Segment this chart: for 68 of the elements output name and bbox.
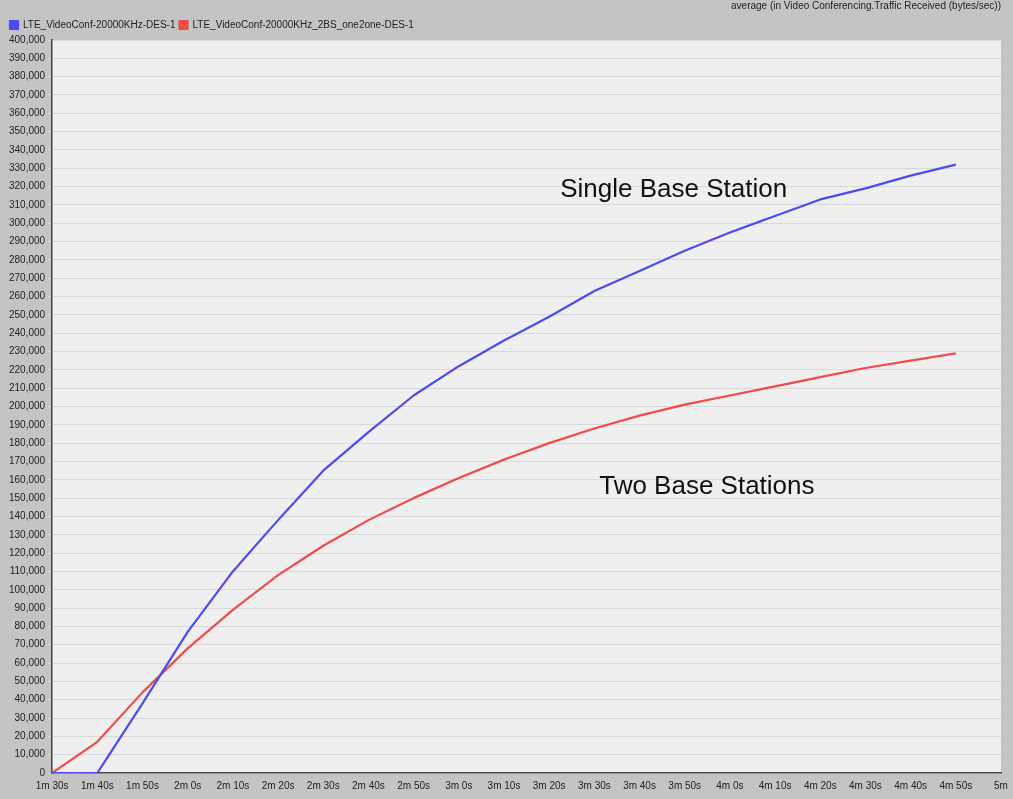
x-tick-label: 4m 0s bbox=[716, 779, 744, 791]
y-tick-label: 320,000 bbox=[8, 180, 46, 192]
chart-title: average (in Video Conferencing.Traffic Received (bytes/sec)) bbox=[731, 0, 1001, 11]
y-tick-label: 10,000 bbox=[14, 748, 46, 760]
legend-label: LTE_VideoConf-20000KHz_2BS_one2one-DES-1 bbox=[192, 18, 415, 30]
x-tick-label: 3m 10s bbox=[487, 779, 521, 791]
y-tick-label: 170,000 bbox=[8, 455, 46, 467]
y-tick-label: 70,000 bbox=[14, 638, 46, 650]
annotation: Single Base Station bbox=[560, 173, 788, 204]
y-tick-label: 290,000 bbox=[8, 235, 46, 247]
y-tick-label: 110,000 bbox=[9, 565, 46, 577]
y-tick-label: 300,000 bbox=[8, 217, 46, 228]
y-tick-label: 400,000 bbox=[8, 33, 46, 45]
y-tick-label: 80,000 bbox=[14, 620, 46, 632]
x-tick-label: 2m 40s bbox=[352, 779, 385, 791]
y-tick-label: 20,000 bbox=[14, 730, 46, 742]
y-tick-label: 90,000 bbox=[14, 601, 46, 613]
y-tick-label: 30,000 bbox=[14, 711, 46, 723]
y-tick-label: 260,000 bbox=[8, 290, 46, 302]
y-tick-label: 220,000 bbox=[8, 363, 46, 375]
y-tick-label: 0 bbox=[39, 766, 46, 778]
x-tick-label: 1m 40s bbox=[80, 779, 114, 791]
x-tick-label: 2m 30s bbox=[306, 779, 340, 791]
x-tick-label: 3m 20s bbox=[532, 779, 566, 791]
y-tick-label: 60,000 bbox=[14, 656, 46, 668]
legend-label: LTE_VideoConf-20000KHz-DES-1 bbox=[23, 18, 176, 30]
y-tick-label: 240,000 bbox=[8, 326, 46, 338]
x-tick-label: 5m bbox=[994, 779, 1008, 791]
y-tick-label: 280,000 bbox=[8, 253, 46, 265]
y-tick-label: 380,000 bbox=[8, 70, 46, 82]
x-tick-label: 4m 40s bbox=[894, 779, 928, 791]
x-tick-label: 2m 20s bbox=[261, 779, 295, 791]
x-tick-label: 2m 50s bbox=[397, 779, 431, 791]
y-tick-label: 250,000 bbox=[8, 308, 46, 320]
y-tick-label: 40,000 bbox=[14, 693, 46, 705]
y-tick-label: 140,000 bbox=[8, 510, 46, 522]
x-tick-label: 3m 40s bbox=[623, 779, 656, 791]
y-tick-label: 390,000 bbox=[8, 52, 46, 64]
y-tick-label: 210,000 bbox=[8, 381, 46, 393]
x-tick-label: 2m 0s bbox=[174, 779, 202, 791]
x-tick-label: 2m 10s bbox=[216, 779, 250, 791]
x-tick-label: 3m 0s bbox=[445, 779, 473, 791]
annotation: Two Base Stations bbox=[599, 470, 815, 501]
y-tick-label: 360,000 bbox=[8, 107, 46, 119]
x-tick-label: 1m 30s bbox=[35, 779, 69, 791]
x-tick-label: 4m 10s bbox=[758, 779, 792, 791]
x-tick-label: 3m 50s bbox=[668, 779, 702, 791]
y-tick-label: 370,000 bbox=[8, 88, 46, 100]
y-tick-label: 310,000 bbox=[8, 198, 46, 210]
y-tick-label: 350,000 bbox=[8, 125, 46, 137]
x-tick-label: 1m 50s bbox=[126, 779, 159, 791]
y-tick-label: 160,000 bbox=[8, 473, 46, 485]
y-tick-label: 190,000 bbox=[8, 418, 46, 430]
x-tick-label: 4m 30s bbox=[849, 779, 882, 791]
x-tick-label: 4m 50s bbox=[939, 779, 973, 791]
y-tick-label: 180,000 bbox=[8, 436, 46, 448]
y-tick-label: 100,000 bbox=[8, 583, 46, 595]
y-tick-label: 120,000 bbox=[8, 546, 46, 558]
y-tick-label: 50,000 bbox=[14, 675, 46, 687]
y-tick-label: 270,000 bbox=[8, 271, 46, 283]
y-tick-label: 230,000 bbox=[8, 345, 46, 357]
x-tick-label: 4m 20s bbox=[803, 779, 837, 791]
y-tick-label: 150,000 bbox=[8, 491, 46, 503]
y-tick-label: 130,000 bbox=[8, 528, 46, 540]
y-tick-label: 330,000 bbox=[8, 162, 46, 174]
y-tick-label: 340,000 bbox=[8, 143, 46, 155]
x-tick-label: 3m 30s bbox=[577, 779, 611, 791]
y-tick-label: 200,000 bbox=[8, 400, 46, 412]
